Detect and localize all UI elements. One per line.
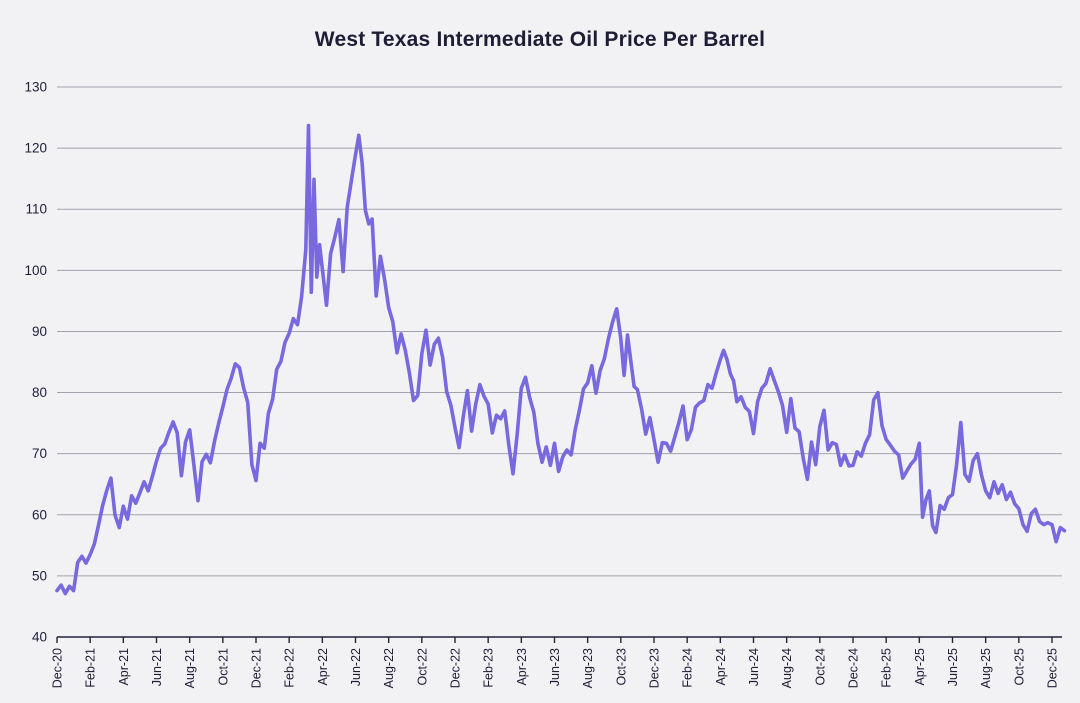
x-tick-label: Jun-24 [747,648,761,686]
x-tick-label: Dec-22 [449,648,463,688]
wti-price-line [55,123,1067,596]
x-tick-label: Jun-21 [150,648,164,686]
x-tick-label: Apr-22 [316,648,330,686]
y-tick-label: 50 [32,568,47,583]
x-tick-label: Apr-24 [714,648,728,686]
price-series [55,123,1067,596]
x-axis [56,636,1062,643]
x-tick-label: Oct-24 [813,648,827,686]
x-tick-label: Apr-21 [117,648,131,686]
y-tick-label: 110 [25,202,47,217]
x-tick-label: Aug-25 [979,648,993,688]
y-tick-label: 70 [32,446,47,461]
x-tick-label: Feb-22 [283,648,297,688]
y-tick-label: 90 [32,324,47,339]
y-tick-label: 100 [24,263,47,278]
x-tick-label: Aug-23 [581,648,595,688]
x-tick-label: Dec-25 [1046,648,1060,688]
gridlines [57,86,1062,577]
y-tick-label: 60 [32,507,47,522]
chart-title: West Texas Intermediate Oil Price Per Ba… [314,28,766,51]
x-tick-label: Feb-24 [681,648,695,688]
x-tick-label: Aug-22 [382,648,396,688]
x-tick-label: Apr-25 [913,648,927,686]
y-tick-label: 80 [32,385,47,400]
x-tick-label: Dec-21 [250,648,264,688]
axis-labels: 40 50 60 70 80 90 100 110 120 130 Dec-20 Feb-21 Apr-… [24,80,1059,689]
x-tick-label: Oct-22 [415,648,429,686]
x-tick-label: Feb-23 [482,648,496,688]
y-tick-label: 120 [24,141,47,156]
x-tick-label: Dec-20 [51,648,65,688]
x-tick-label: Feb-21 [84,648,98,688]
x-tick-label: Jun-22 [349,648,363,686]
y-tick-label: 40 [32,630,47,645]
x-tick-label: Aug-21 [183,648,197,688]
x-tick-label: Jun-25 [946,648,960,686]
x-tick-label: Aug-24 [780,648,794,688]
x-tick-label: Jun-23 [548,648,562,686]
y-tick-label: 130 [24,80,47,95]
x-tick-label: Oct-23 [614,648,628,686]
x-tick-label: Feb-25 [880,648,894,688]
x-tick-label: Dec-23 [648,648,662,688]
x-tick-label: Oct-25 [1012,648,1026,686]
x-tick-label: Dec-24 [847,648,861,688]
x-tick-label: Apr-23 [515,648,529,686]
x-tick-label: Oct-21 [216,648,230,686]
